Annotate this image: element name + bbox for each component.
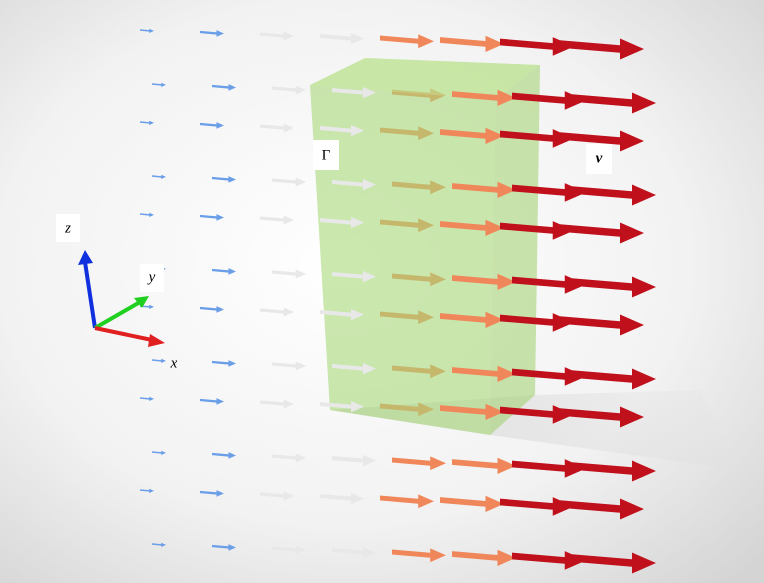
z-label: z [64,220,71,236]
x-label: x [170,355,178,371]
scene: z y x Γ v [0,0,764,583]
velocity-label: v [596,150,603,166]
boundary-label: Γ [322,147,331,163]
boundary-box [310,58,540,435]
y-label: y [147,269,156,285]
box-front [310,85,495,435]
